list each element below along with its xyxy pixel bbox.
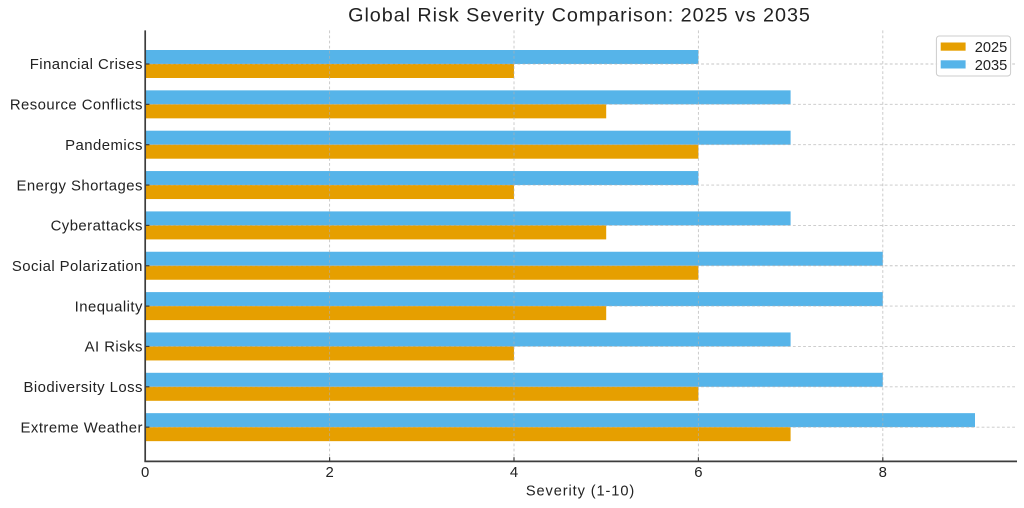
svg-text:2035: 2035 — [975, 58, 1007, 74]
svg-text:Energy Shortages: Energy Shortages — [16, 178, 142, 194]
svg-text:6: 6 — [694, 465, 702, 481]
svg-text:Inequality: Inequality — [75, 299, 143, 315]
svg-text:Pandemics: Pandemics — [65, 138, 143, 154]
svg-text:Cyberattacks: Cyberattacks — [51, 219, 143, 235]
svg-text:Social Polarization: Social Polarization — [12, 259, 143, 275]
svg-text:Extreme Weather: Extreme Weather — [21, 420, 143, 436]
svg-text:2025: 2025 — [975, 40, 1007, 56]
svg-text:Severity (1-10): Severity (1-10) — [526, 483, 635, 499]
svg-text:2: 2 — [325, 465, 333, 481]
svg-text:8: 8 — [879, 465, 887, 481]
svg-text:4: 4 — [510, 465, 518, 481]
svg-text:Financial Crises: Financial Crises — [30, 57, 143, 73]
svg-text:AI Risks: AI Risks — [85, 340, 143, 356]
svg-text:Global Risk Severity Compariso: Global Risk Severity Comparison: 2025 vs… — [348, 5, 811, 27]
svg-text:Resource Conflicts: Resource Conflicts — [10, 98, 143, 114]
svg-text:Biodiversity Loss: Biodiversity Loss — [24, 380, 143, 396]
svg-text:0: 0 — [141, 465, 149, 481]
